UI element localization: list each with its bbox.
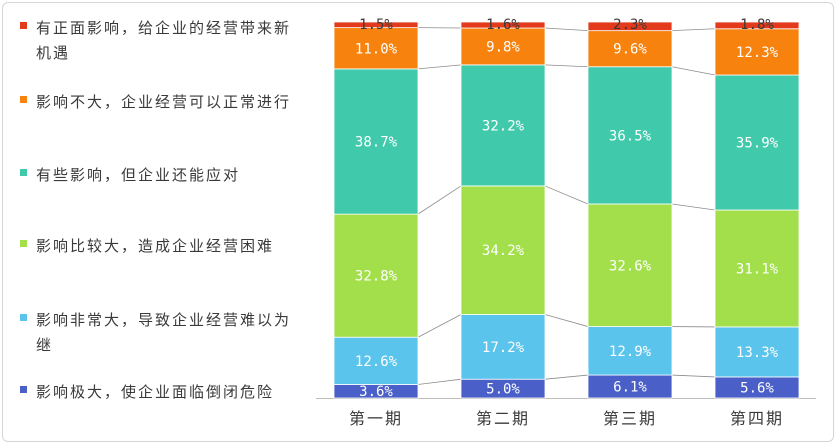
data-label: 1.8% (740, 17, 774, 33)
data-label: 2.3% (613, 17, 647, 33)
data-label: 31.1% (736, 261, 779, 277)
data-label: 12.6% (355, 354, 398, 370)
connector-line (544, 27, 589, 32)
data-label: 35.9% (736, 136, 779, 152)
x-tick-label: 第二期 (476, 409, 530, 428)
data-label: 32.8% (355, 269, 398, 285)
bar-segment (333, 27, 419, 70)
legend-label-large-impact: 影响比较大，造成企业经营困难 (36, 237, 275, 255)
data-label: 6.1% (613, 380, 647, 396)
data-label: 9.8% (486, 39, 520, 55)
connector-line (671, 28, 716, 32)
data-label: 38.7% (355, 135, 398, 151)
legend-label-small-impact: 影响不大，企业经营可以正常进行 (36, 93, 292, 111)
connector-line (417, 185, 462, 215)
legend-label-very-large-impact: 影响非常大，导致企业经营难以为继 (36, 311, 292, 354)
data-label: 36.5% (609, 128, 652, 144)
bar-segment (587, 21, 673, 32)
bar-segment (460, 27, 546, 66)
bar-segment (460, 64, 546, 187)
bar-segment (587, 326, 673, 376)
bar-segment (587, 203, 673, 327)
connector-line (544, 374, 589, 380)
legend-swatch-small-impact (20, 96, 27, 103)
bar-segment (333, 68, 419, 215)
data-label: 5.6% (740, 380, 774, 396)
data-label: 9.6% (613, 42, 647, 58)
legend-label-some-impact: 有些影响，但企业还能应对 (36, 166, 241, 184)
bar-segment (587, 30, 673, 68)
bar-segment (333, 21, 419, 29)
data-label: 3.6% (359, 384, 393, 400)
data-label: 11.0% (355, 41, 398, 57)
data-label: 13.3% (736, 345, 779, 361)
connector-line (544, 64, 589, 68)
bar-segment (460, 185, 546, 315)
legend-swatch-very-large-impact (20, 314, 27, 321)
connector-line (671, 374, 716, 378)
data-label: 32.2% (482, 118, 525, 134)
x-tick-label: 第四期 (730, 409, 784, 428)
connector-line (417, 314, 462, 338)
bar-segment (714, 74, 800, 211)
bar-segment (714, 28, 800, 76)
x-tick-label: 第三期 (603, 409, 657, 428)
connector-line (417, 378, 462, 385)
bar-segment (460, 21, 546, 29)
bar-segment (714, 209, 800, 328)
data-label: 32.6% (609, 258, 652, 274)
bar-segment (460, 314, 546, 380)
bar-segment (714, 21, 800, 30)
legend-label-extreme-impact: 影响极大，使企业面临倒闭危险 (36, 383, 275, 401)
bar-segment (587, 66, 673, 205)
legend-swatch-extreme-impact (20, 386, 27, 393)
legend-label-positive: 有正面影响，给企业的经营带来新机遇 (36, 19, 292, 62)
bar-segment (333, 336, 419, 385)
connector-line (544, 314, 589, 327)
connector-line (671, 66, 716, 76)
connector-line (417, 64, 462, 70)
data-label: 12.9% (609, 344, 652, 360)
data-label: 34.2% (482, 243, 525, 259)
legend-swatch-some-impact (20, 169, 27, 176)
legend-swatch-positive (20, 22, 27, 29)
data-label: 12.3% (736, 45, 779, 61)
x-tick-label: 第一期 (349, 409, 403, 428)
data-label: 1.6% (486, 17, 520, 33)
data-label: 5.0% (486, 382, 520, 398)
legend-swatch-large-impact (20, 240, 27, 247)
data-label: 17.2% (482, 340, 525, 356)
connector-line (544, 185, 589, 205)
data-label: 1.5% (359, 17, 393, 33)
connector-line (671, 203, 716, 211)
bar-segment (333, 213, 419, 338)
